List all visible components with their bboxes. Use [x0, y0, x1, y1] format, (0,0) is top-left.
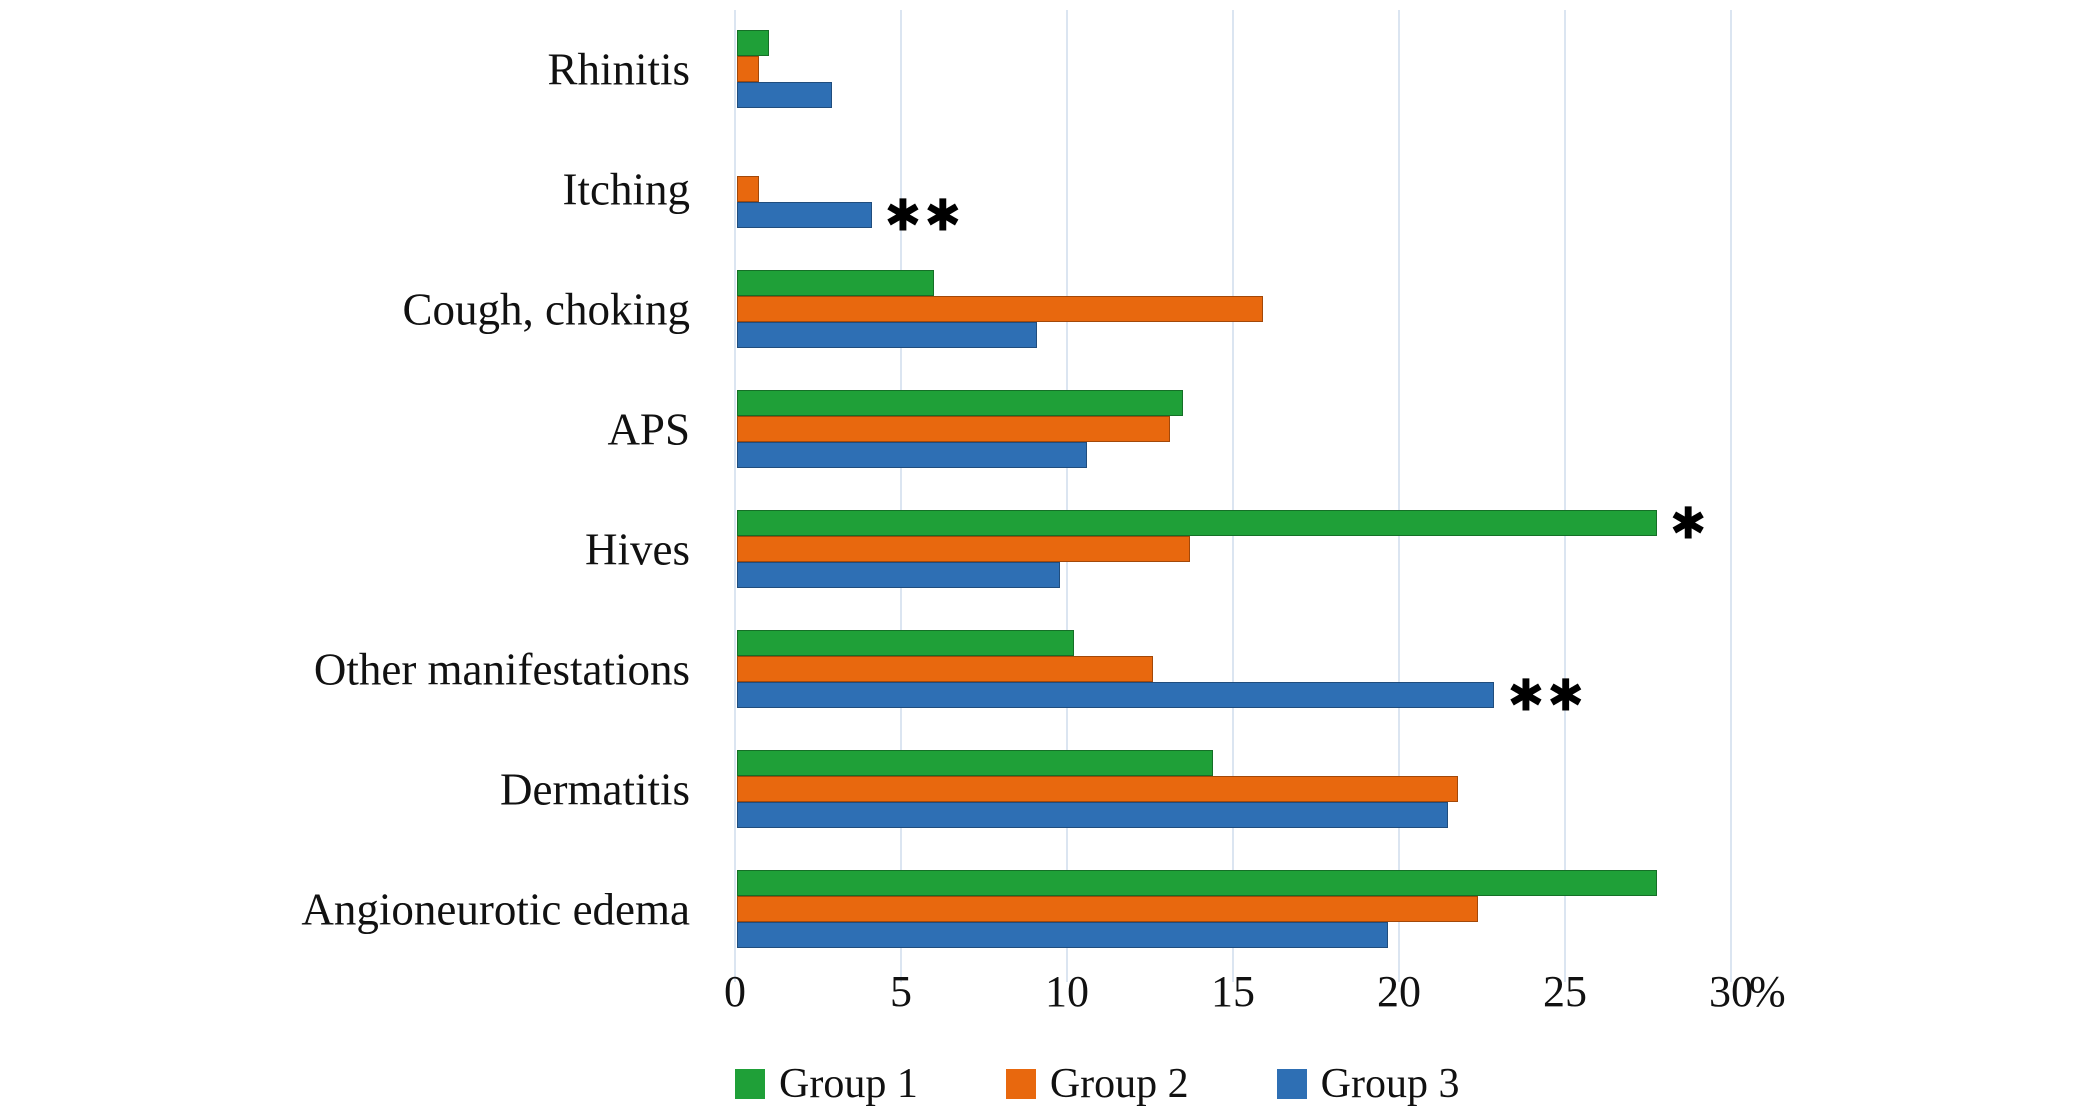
category-label-itching: Itching	[562, 164, 690, 215]
category-label-angioneurotic-edema: Angioneurotic edema	[301, 884, 690, 935]
gridline-x-15	[1232, 10, 1234, 982]
x-tick-label-25: 25	[1543, 967, 1587, 1016]
bar-group-2-other-manifestations	[737, 656, 1154, 682]
bars-other-manifestations: ✱✱	[737, 630, 1731, 718]
category-label-cough-choking: Cough, choking	[402, 284, 691, 335]
bar-group-1-aps	[737, 390, 1183, 416]
bar-group-3-dermatitis	[737, 802, 1449, 828]
x-tick-label-10: 10	[1045, 967, 1089, 1016]
legend-swatch-group-3	[1276, 1069, 1307, 1099]
bars-itching: ✱✱	[737, 150, 1731, 238]
bar-group-rhinitis	[735, 10, 1731, 130]
legend-label-group-1: Group 1	[779, 1061, 918, 1107]
bar-group-1-other-manifestations	[737, 630, 1074, 656]
bar-group-aps	[735, 370, 1731, 490]
legend: Group 1 Group 2 Group 3	[735, 1055, 1459, 1113]
legend-item-group-2: Group 2	[1005, 1061, 1189, 1107]
category-labels-column: Rhinitis Itching Cough, choking APS Hives Oth…	[0, 10, 690, 970]
bar-group-2-itching	[737, 176, 759, 202]
bar-group-other-manifestations: ✱✱	[735, 610, 1731, 730]
gridline-x-20	[1398, 10, 1400, 982]
bar-group-angioneurotic-edema	[735, 850, 1731, 970]
category-label-dermatitis: Dermatitis	[500, 764, 690, 815]
significance-marker: ✱	[1669, 498, 1710, 550]
legend-swatch-group-1	[735, 1069, 765, 1099]
legend-label-group-2: Group 2	[1049, 1061, 1189, 1107]
bars-angioneurotic-edema	[737, 870, 1731, 948]
gridline-x-10	[1066, 10, 1068, 982]
bar-group-1-angioneurotic-edema	[737, 870, 1657, 896]
bar-group-3-rhinitis	[737, 82, 832, 108]
x-tick-label-20: 20	[1377, 967, 1421, 1016]
bar-group-dermatitis	[735, 730, 1731, 850]
bar-group-3-cough-choking	[737, 322, 1038, 348]
x-tick-label-30: 30	[1709, 967, 1753, 1016]
bar-group-3-other-manifestations: ✱✱	[737, 674, 1584, 718]
bar-group-itching: ✱✱	[735, 130, 1731, 250]
category-label-other-manifestations: Other manifestations	[313, 644, 690, 695]
category-label-hives: Hives	[585, 524, 690, 575]
legend-item-group-3: Group 3	[1276, 1061, 1460, 1107]
bar-group-3-itching: ✱✱	[737, 194, 961, 238]
legend-label-group-3: Group 3	[1320, 1061, 1460, 1107]
gridline-x-0	[734, 10, 736, 982]
legend-swatch-group-2	[1005, 1069, 1036, 1099]
bars-dermatitis	[737, 750, 1731, 828]
bar-group-2-dermatitis	[737, 776, 1458, 802]
bars-rhinitis	[737, 30, 1731, 108]
bar-group-1-hives: ✱	[737, 502, 1707, 546]
bars-cough-choking	[737, 270, 1731, 348]
x-tick-label-5: 5	[890, 967, 912, 1016]
significance-marker: ✱✱	[1507, 670, 1588, 722]
x-tick-label-15: 15	[1211, 967, 1255, 1016]
bar-group-2-angioneurotic-edema	[737, 896, 1478, 922]
x-axis-unit-label: %	[1749, 967, 1786, 1016]
significance-marker: ✱✱	[884, 190, 965, 242]
bar-group-2-rhinitis	[737, 56, 759, 82]
bars-hives: ✱	[737, 502, 1731, 588]
gridline-x-5	[900, 10, 902, 982]
bar-group-1-rhinitis	[737, 30, 769, 56]
bar-group-2-hives	[737, 536, 1190, 562]
bar-group-1-cough-choking	[737, 270, 935, 296]
bar-group-hives: ✱	[735, 490, 1731, 610]
category-label-aps: APS	[607, 404, 690, 455]
bar-group-3-aps	[737, 442, 1087, 468]
x-axis: 0 5 10 15 20 25 30%	[724, 958, 1786, 1028]
bar-group-2-aps	[737, 416, 1170, 442]
bar-group-2-cough-choking	[737, 296, 1263, 322]
category-label-rhinitis: Rhinitis	[547, 44, 690, 95]
bar-group-1-dermatitis	[737, 750, 1213, 776]
bars-aps	[737, 390, 1731, 468]
bar-group-3-angioneurotic-edema	[737, 922, 1389, 948]
gridline-x-30	[1730, 10, 1732, 982]
x-tick-label-0: 0	[724, 967, 746, 1016]
gridline-x-25	[1564, 10, 1566, 982]
legend-item-group-1: Group 1	[735, 1063, 918, 1105]
bar-group-cough-choking	[735, 250, 1731, 370]
plot-area: ✱✱ ✱ ✱✱	[734, 10, 1732, 982]
bar-group-3-hives	[737, 562, 1061, 588]
